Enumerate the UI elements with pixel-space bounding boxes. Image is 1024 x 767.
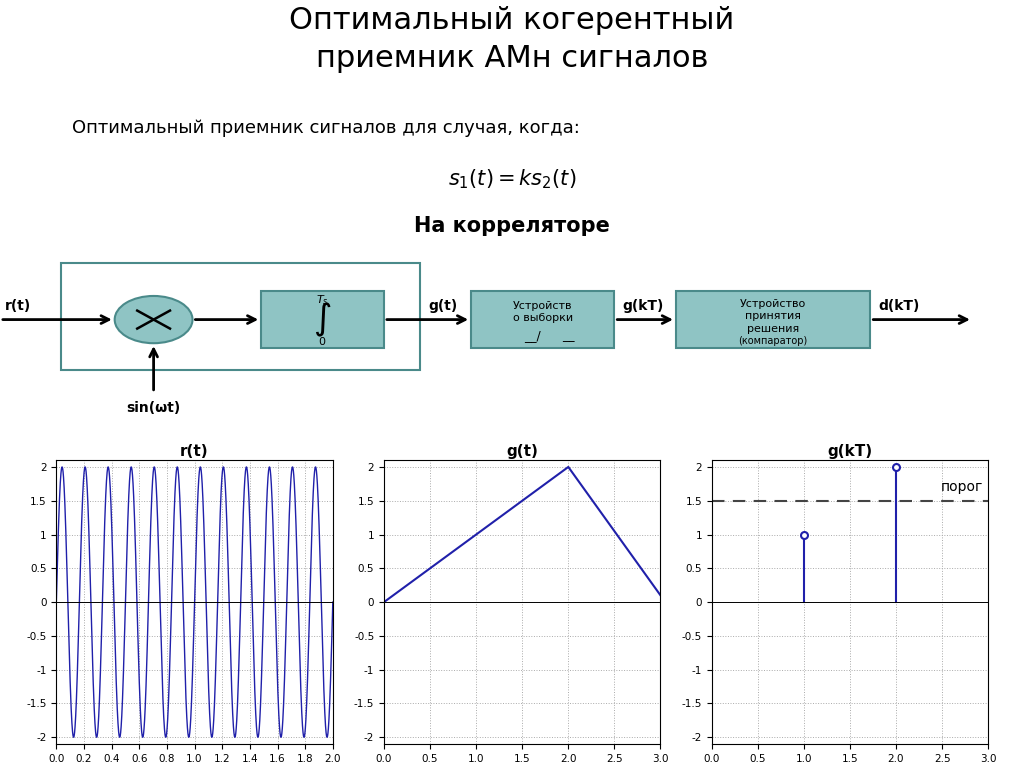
Ellipse shape [115,296,193,343]
Text: $0$: $0$ [318,335,327,347]
Text: порог: порог [941,480,983,494]
Text: g(kT): g(kT) [623,299,664,313]
Text: d(kT): d(kT) [879,299,920,313]
Text: g(t): g(t) [428,299,458,313]
Text: __: __ [562,329,574,342]
Text: __/: __/ [524,329,541,342]
FancyBboxPatch shape [676,291,870,347]
Title: g(kT): g(kT) [827,444,872,459]
Text: принятия: принятия [745,311,801,321]
FancyBboxPatch shape [471,291,614,347]
Text: Устройств: Устройств [513,301,572,311]
Text: о выборки: о выборки [513,314,572,324]
Text: (компаратор): (компаратор) [738,336,808,346]
Text: Оптимальный приемник сигналов для случая, когда:: Оптимальный приемник сигналов для случая… [72,120,580,137]
Text: На корреляторе: На корреляторе [414,216,610,235]
Text: $s_1(t) = ks_2(t)$: $s_1(t) = ks_2(t)$ [447,167,577,190]
Text: $T_s$: $T_s$ [316,293,329,307]
FancyBboxPatch shape [261,291,384,347]
Text: $\int$: $\int$ [313,301,332,339]
Text: sin(ωt): sin(ωt) [127,401,180,415]
Text: Устройство: Устройство [740,299,806,309]
Text: r(t): r(t) [5,299,32,313]
Text: решения: решения [746,324,800,334]
Title: g(t): g(t) [506,444,539,459]
Title: r(t): r(t) [180,444,209,459]
Text: Оптимальный когерентный
приемник АМн сигналов: Оптимальный когерентный приемник АМн сиг… [290,6,734,74]
